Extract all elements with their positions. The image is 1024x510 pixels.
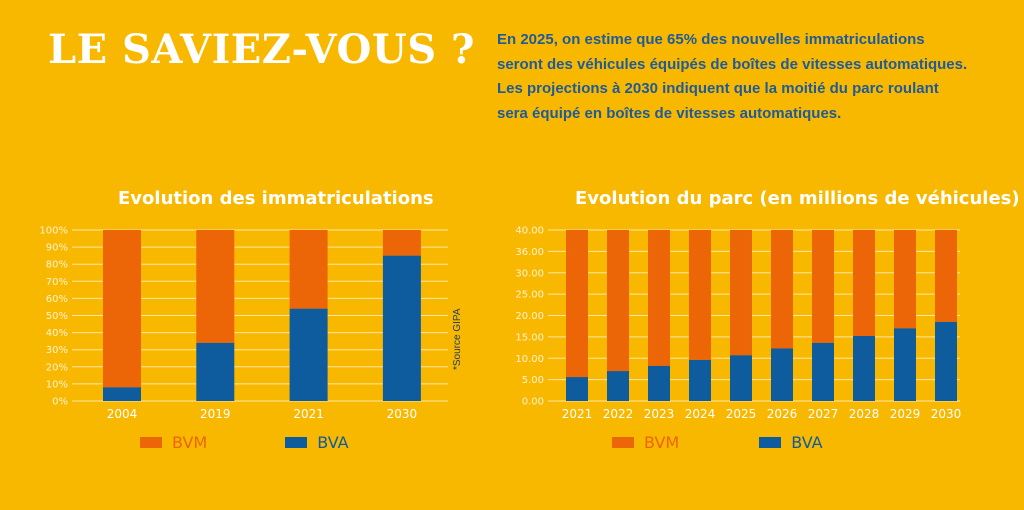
bar-bvm	[689, 230, 711, 360]
y-tick-label: 5.00	[522, 375, 544, 386]
x-category-label: 2028	[849, 407, 880, 421]
y-tick-label: 0%	[52, 397, 68, 408]
bar-bva	[648, 365, 670, 401]
page-title: LE SAVIEZ-VOUS ?	[48, 26, 475, 73]
x-category-label: 2027	[808, 407, 839, 421]
bar-bva	[894, 328, 916, 401]
legend-swatch-bvm	[612, 437, 634, 448]
bar-bva	[103, 387, 141, 401]
y-tick-label: 60%	[46, 294, 68, 305]
y-tick-label: 15.00	[515, 332, 544, 343]
bar-bvm	[382, 230, 421, 256]
x-category-label: 2019	[200, 407, 231, 421]
y-tick-label: 90%	[46, 243, 68, 254]
source-note: *Source GIPA	[452, 308, 463, 370]
bar-bvm	[289, 230, 328, 309]
bar-bvm	[730, 230, 752, 356]
bar-bvm	[103, 230, 141, 388]
x-category-label: 2030	[387, 407, 418, 421]
y-tick-label: 20.00	[515, 311, 544, 322]
x-category-label: 2023	[644, 407, 675, 421]
bar-bva	[853, 336, 875, 401]
chart-title-registrations: Evolution des immatriculations	[118, 188, 434, 209]
chart-title-fleet: Evolution du parc (en millions de véhicu…	[575, 188, 1020, 209]
bar-bvm	[566, 230, 588, 378]
bar-bva	[607, 371, 629, 401]
bar-bva	[730, 355, 752, 401]
y-tick-label: 100%	[39, 226, 68, 237]
x-category-label: 2029	[890, 407, 921, 421]
legend-label-bvm: BVM	[644, 433, 680, 452]
x-category-label: 2004	[107, 407, 138, 421]
bar-bva	[812, 342, 834, 401]
bar-bvm	[648, 230, 670, 366]
y-tick-label: 10%	[46, 379, 68, 390]
bar-bvm	[196, 230, 235, 343]
y-tick-label: 20%	[46, 362, 68, 373]
bar-bva	[382, 255, 421, 401]
x-category-label: 2021	[562, 407, 593, 421]
x-category-label: 2024	[685, 407, 716, 421]
intro-line: sera équipé en boîtes de vitesses automa…	[497, 104, 842, 122]
legend-swatch-bva	[759, 437, 782, 448]
intro-line: seront des véhicules équipés de boîtes d…	[497, 55, 968, 73]
y-tick-label: 10.00	[515, 354, 544, 365]
bar-bvm	[853, 230, 875, 337]
x-category-label: 2022	[603, 407, 634, 421]
bar-bva	[689, 359, 711, 401]
y-tick-label: 25.00	[515, 290, 544, 301]
x-category-label: 2026	[767, 407, 798, 421]
intro-text: En 2025, on estime que 65% des nouvelles…	[497, 28, 997, 126]
bar-bva	[771, 348, 793, 401]
y-tick-label: 0.00	[522, 397, 544, 408]
legend-swatch-bva	[285, 437, 308, 448]
legend-right: BVM BVA	[612, 433, 823, 452]
x-category-label: 2025	[726, 407, 757, 421]
legend-label-bva: BVA	[317, 433, 349, 452]
bar-bva	[196, 342, 235, 401]
bar-bvm	[894, 230, 916, 329]
bar-bvm	[607, 230, 629, 372]
y-tick-label: 36.00	[515, 247, 544, 258]
y-tick-label: 30.00	[515, 268, 544, 279]
y-tick-label: 40.00	[515, 226, 544, 237]
intro-line: Les projections à 2030 indiquent que la …	[497, 80, 939, 97]
legend-left: BVM BVA	[140, 433, 349, 452]
bar-bvm	[812, 230, 834, 343]
y-tick-label: 50%	[46, 311, 68, 322]
y-tick-label: 40%	[46, 328, 68, 339]
y-tick-label: 80%	[46, 260, 68, 271]
bar-bvm	[771, 230, 793, 349]
legend-label-bva: BVA	[791, 433, 823, 452]
legend-swatch-bvm	[140, 437, 162, 448]
bar-bva	[566, 377, 588, 401]
y-tick-label: 30%	[46, 345, 68, 356]
x-category-label: 2021	[293, 407, 324, 421]
x-category-label: 2030	[931, 407, 962, 421]
bar-bvm	[935, 230, 957, 322]
legend-label-bvm: BVM	[172, 433, 208, 452]
bar-bva	[935, 321, 957, 401]
intro-line: En 2025, on estime que 65% des nouvelles…	[497, 31, 925, 48]
y-tick-label: 70%	[46, 277, 68, 288]
bar-bva	[289, 308, 328, 401]
